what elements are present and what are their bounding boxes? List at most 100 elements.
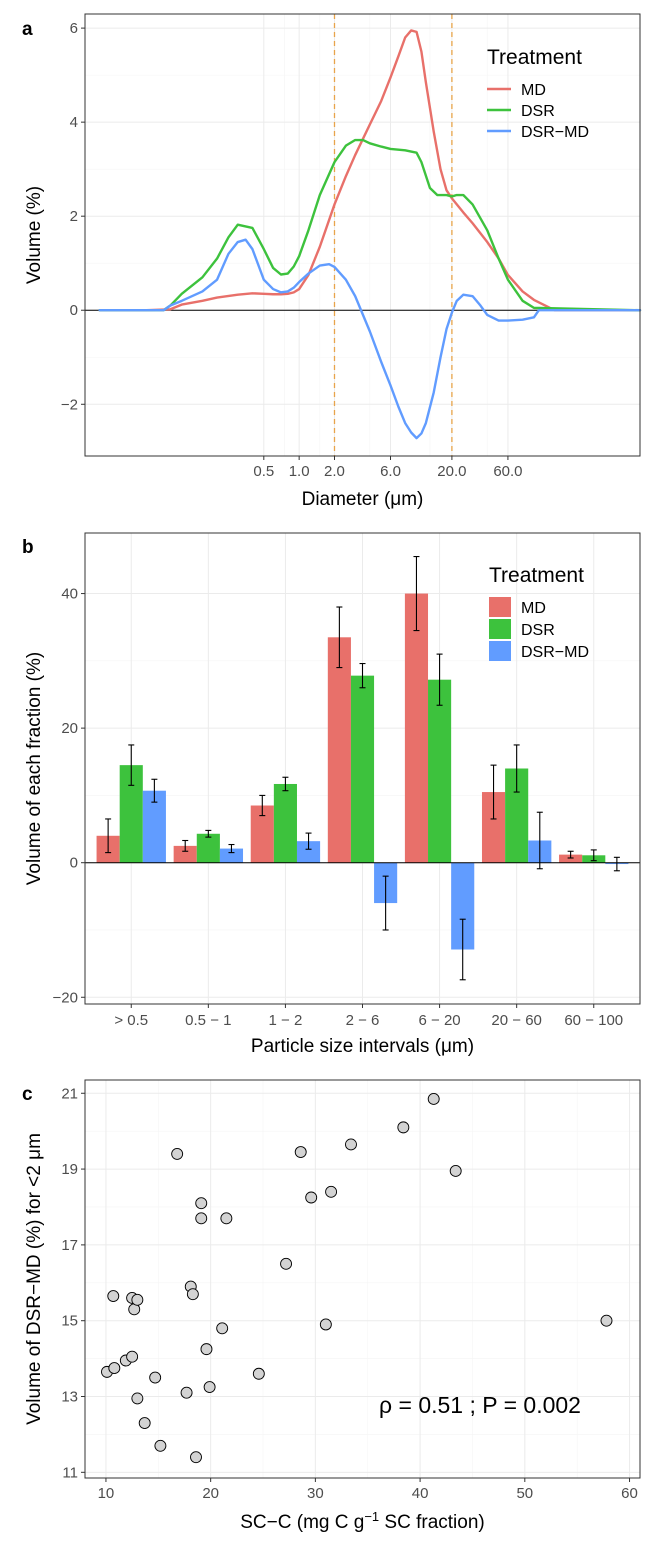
panel-a-legend-label: MD <box>521 82 546 99</box>
panel-b-bar <box>119 765 143 863</box>
panel-c-data-point <box>345 1138 357 1151</box>
panel-b-bar <box>350 675 375 863</box>
panel-c-data-point <box>171 1147 184 1160</box>
panel-c-data-point <box>600 1314 613 1327</box>
panel-b-x-tick-label: 0.5 − 1 <box>185 1012 231 1029</box>
panel-a-x-axis-title: Diameter (μm) <box>302 489 424 510</box>
panel-c-data-point <box>131 1293 144 1306</box>
panel-c-data-point <box>220 1212 233 1225</box>
panel-c-data-point <box>200 1343 213 1356</box>
panel-a-y-tick-label: 4 <box>70 114 78 131</box>
panel-a-series-line <box>98 29 642 312</box>
panel-b: > 0.5 0.5 − 1 1 − 2 2 − 6 6 − 20 20 − 60 60 − … <box>22 532 641 1057</box>
panel-c-border <box>84 1079 641 1479</box>
panel-b-y-axis-title: Volume of each fraction (%) <box>24 652 45 885</box>
panel-c-data-point <box>305 1191 318 1204</box>
panel-a-border <box>84 13 641 457</box>
panel-c-y-tick-label: 19 <box>61 1161 78 1178</box>
panel-c-correlation-annotation: ρ = 0.51 ; P = 0.002 <box>379 1392 581 1418</box>
panel-c-y-tick-label: 13 <box>61 1389 78 1406</box>
panel-c-x-axis-title-sup: −1 <box>364 1509 379 1524</box>
panel-b-bar <box>250 805 274 863</box>
panel-c-data-point <box>131 1392 144 1405</box>
panel-c-data-point <box>294 1146 307 1158</box>
panel-a-legend-label: DSR <box>521 103 555 120</box>
panel-c-x-tick-label: 60 <box>621 1485 638 1502</box>
panel-c-data-point <box>397 1121 410 1134</box>
panel-b-y-tick-label: −20 <box>53 989 78 1006</box>
panel-c-data-point <box>126 1350 139 1363</box>
panel-c-y-tick-label: 21 <box>61 1085 78 1102</box>
panel-b-x-tick-label: 6 − 20 <box>419 1012 461 1029</box>
panel-c-data-point <box>107 1290 120 1303</box>
panel-c-x-tick-label: 40 <box>412 1485 429 1502</box>
panel-c-data-point <box>325 1185 338 1198</box>
panel-b-label: b <box>22 537 34 558</box>
panel-c-x-axis-title-main: SC−C (mg C g <box>240 1512 364 1533</box>
panel-a-series-line <box>98 238 642 440</box>
panel-a: 0.5 1.0 2.0 6.0 20.0 60.0 −2 0 2 4 6 Diameter (μm) V… <box>22 13 642 510</box>
panel-c-background <box>85 1080 640 1478</box>
panel-c-data-point <box>108 1362 121 1375</box>
panel-b-legend: Treatment MD DSR DSR−MD <box>489 564 589 661</box>
panel-c-x-tick-label: 20 <box>202 1485 219 1502</box>
panel-b-legend-label: DSR <box>521 622 555 639</box>
panel-b-y-tick-label: 0 <box>70 855 78 872</box>
panel-a-y-tick-label: 2 <box>70 208 78 225</box>
panel-b-bar <box>559 854 583 863</box>
panel-c-label: c <box>22 1084 33 1105</box>
panel-c-x-tick-label: 10 <box>98 1485 115 1502</box>
panel-b-bar <box>196 833 220 863</box>
panel-a-x-tick-label: 6.0 <box>380 463 401 480</box>
panel-c-data-point <box>252 1367 265 1380</box>
panel-a-legend: Treatment MD DSR DSR−MD <box>487 46 589 141</box>
panel-a-series-line <box>98 138 642 312</box>
panel-b-bar <box>481 792 506 863</box>
panel-b-bar <box>404 593 429 863</box>
panel-c-data-point <box>449 1165 462 1177</box>
panel-b-legend-key <box>489 619 511 639</box>
panel-a-x-tick-label: 20.0 <box>437 463 466 480</box>
panel-c-data-point <box>149 1371 162 1384</box>
panel-a-x-tick-label: 2.0 <box>324 463 345 480</box>
panel-b-x-tick-label: 2 − 6 <box>346 1012 380 1029</box>
panel-b-x-tick-label: 20 − 60 <box>491 1012 541 1029</box>
panel-b-x-axis-title: Particle size intervals (μm) <box>251 1036 474 1057</box>
panel-b-x-tick-label: 1 − 2 <box>269 1012 303 1029</box>
panel-b-bar <box>142 790 166 863</box>
panel-b-bar <box>219 848 244 863</box>
panel-c-y-tick-label: 11 <box>62 1464 78 1481</box>
panel-a-legend-label: DSR−MD <box>521 124 589 141</box>
panel-c-x-axis-title-tail: SC fraction) <box>379 1512 485 1533</box>
panel-b-x-tick-label: 60 − 100 <box>564 1012 623 1029</box>
panel-b-bar <box>327 637 351 863</box>
panel-a-label: a <box>22 19 33 40</box>
panel-a-background <box>85 14 640 456</box>
panel-b-legend-label: MD <box>521 600 546 617</box>
panel-c-data-point <box>138 1417 151 1429</box>
panel-b-bar <box>273 783 297 863</box>
panel-b-bar <box>428 679 452 863</box>
panel-b-bar <box>296 841 321 863</box>
panel-c-data-point <box>203 1381 216 1393</box>
panel-b-bar <box>505 768 529 863</box>
panel-c-y-axis-title: Volume of DSR−MD (%) for <2 μm <box>24 1133 45 1425</box>
panel-c-data-point <box>154 1439 167 1452</box>
panel-a-legend-title: Treatment <box>487 46 582 69</box>
panel-b-y-tick-label: 20 <box>61 720 78 737</box>
panel-b-bar <box>451 862 475 950</box>
panel-b-legend-label: DSR−MD <box>521 644 589 661</box>
panel-a-x-tick-label: 60.0 <box>493 463 522 480</box>
panel-c-data-point <box>427 1093 440 1105</box>
panel-c-data-point <box>190 1451 202 1464</box>
panel-c-data-point <box>216 1322 229 1335</box>
panel-c-data-point <box>319 1318 332 1331</box>
panel-a-y-tick-label: 6 <box>70 20 78 37</box>
panel-c-data-point <box>195 1197 208 1210</box>
panel-c-data-point <box>186 1288 199 1301</box>
panel-c-data-point <box>280 1257 293 1270</box>
panel-b-legend-key <box>489 597 511 617</box>
panel-c-x-tick-label: 30 <box>307 1485 324 1502</box>
panel-a-x-tick-label: 0.5 <box>253 463 274 480</box>
